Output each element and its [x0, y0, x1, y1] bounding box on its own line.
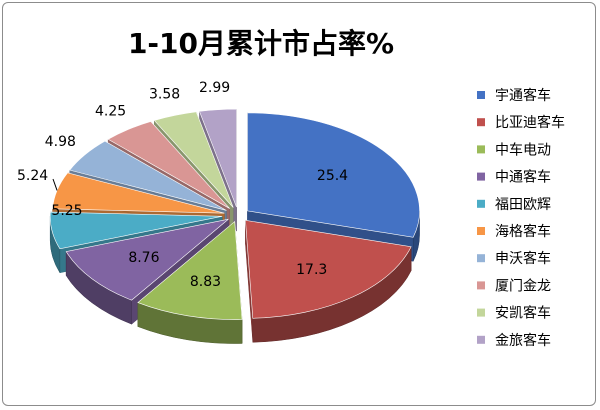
pie-slice: [247, 112, 420, 238]
legend-swatch: [477, 91, 485, 99]
data-label: 2.99: [199, 80, 230, 96]
data-label: 5.25: [51, 203, 82, 219]
pie-slice: [49, 211, 223, 250]
data-label: 5.24: [17, 168, 48, 184]
chart-title: 1-10月累计市占率%: [128, 27, 394, 60]
chart-frame: 25.4 17.3 8.83 8.76 5.25 5.24 4.98 4.25 3.58 2.99…: [2, 2, 596, 406]
legend-swatch: [477, 308, 485, 317]
legend-swatch: [477, 254, 485, 263]
data-label-leader-line: [52, 178, 58, 191]
legend-label: 金旅客车: [495, 332, 551, 349]
data-label: 8.83: [190, 274, 221, 290]
legend-swatch: [477, 118, 485, 127]
pie-layer: [49, 108, 420, 344]
legend: 宇通客车比亚迪客车中车电动中通客车福田欧辉海格客车申沃客车厦门金龙安凯客车金旅客…: [477, 87, 565, 349]
legend-label: 中通客车: [495, 169, 551, 186]
legend-swatch: [477, 335, 485, 344]
data-label: 8.76: [128, 250, 159, 266]
pie-slice: [107, 121, 230, 209]
legend-label: 福田欧辉: [495, 197, 551, 213]
legend-swatch: [477, 199, 485, 208]
legend-swatch: [477, 281, 485, 290]
legend-label: 厦门金龙: [495, 278, 551, 294]
pie-slice: [69, 140, 227, 211]
legend-swatch: [477, 145, 485, 154]
pie-chart: 25.4 17.3 8.83 8.76 5.25 5.24 4.98 4.25 3.58 2.99…: [17, 27, 565, 349]
data-label: 3.58: [149, 87, 180, 103]
pie-slice: [199, 108, 237, 208]
data-label-layer: 25.4 17.3 8.83 8.76 5.25 5.24 4.98 4.25 3.58 2.99: [17, 80, 348, 290]
pie-slice: [153, 111, 234, 208]
legend-label: 比亚迪客车: [495, 114, 565, 131]
legend-label: 宇通客车: [495, 87, 551, 104]
data-label: 25.4: [317, 168, 348, 184]
legend-label: 海格客车: [495, 223, 551, 240]
data-label: 4.25: [95, 104, 126, 120]
legend-label: 中车电动: [495, 141, 551, 158]
legend-swatch: [477, 227, 485, 235]
pie-slice: [65, 218, 229, 301]
legend-swatch: [477, 172, 485, 181]
data-label: 17.3: [296, 262, 327, 278]
legend-label: 申沃客车: [495, 250, 551, 267]
pie-slice: [245, 220, 412, 319]
data-label: 4.98: [45, 134, 76, 150]
legend-label: 安凯客车: [495, 305, 551, 322]
pie-slice: [137, 220, 243, 320]
